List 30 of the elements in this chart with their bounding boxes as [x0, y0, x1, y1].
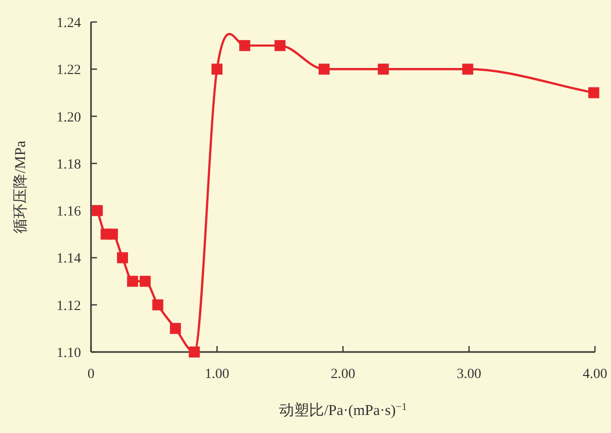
y-tick-label: 1.16 [56, 204, 81, 220]
point [170, 322, 181, 334]
point [92, 205, 103, 216]
point [318, 64, 330, 75]
x-tick-label: 1.00 [204, 367, 230, 382]
point [378, 64, 389, 75]
y-tick-label: 1.24 [56, 16, 81, 31]
point [274, 40, 286, 52]
y-tick-label: 1.10 [56, 346, 81, 361]
point [152, 299, 164, 310]
y-tick-label: 1.18 [56, 157, 81, 172]
point [106, 228, 118, 240]
point [140, 276, 151, 287]
point [588, 87, 600, 98]
point [212, 64, 222, 75]
x-axis-title: 动塑比/Pa·(mPa·s)$^{−1}$ [279, 402, 407, 419]
y-tick-label: 1.12 [56, 298, 81, 314]
x-tick-label: 0 [88, 367, 94, 382]
point [239, 40, 250, 52]
x-tick-label: 4.00 [582, 367, 608, 382]
point [188, 346, 200, 358]
point [462, 64, 474, 75]
x-tick-label: 3.00 [456, 367, 482, 382]
x-tick-label: 2.00 [330, 367, 356, 382]
y-tick-label: 1.14 [56, 252, 81, 267]
y-tick-label: 1.22 [56, 63, 81, 78]
point [127, 276, 138, 287]
point [117, 252, 128, 264]
y-axis-title: 循环压降/MPa [12, 140, 29, 234]
y-tick-label: 1.20 [56, 110, 81, 126]
